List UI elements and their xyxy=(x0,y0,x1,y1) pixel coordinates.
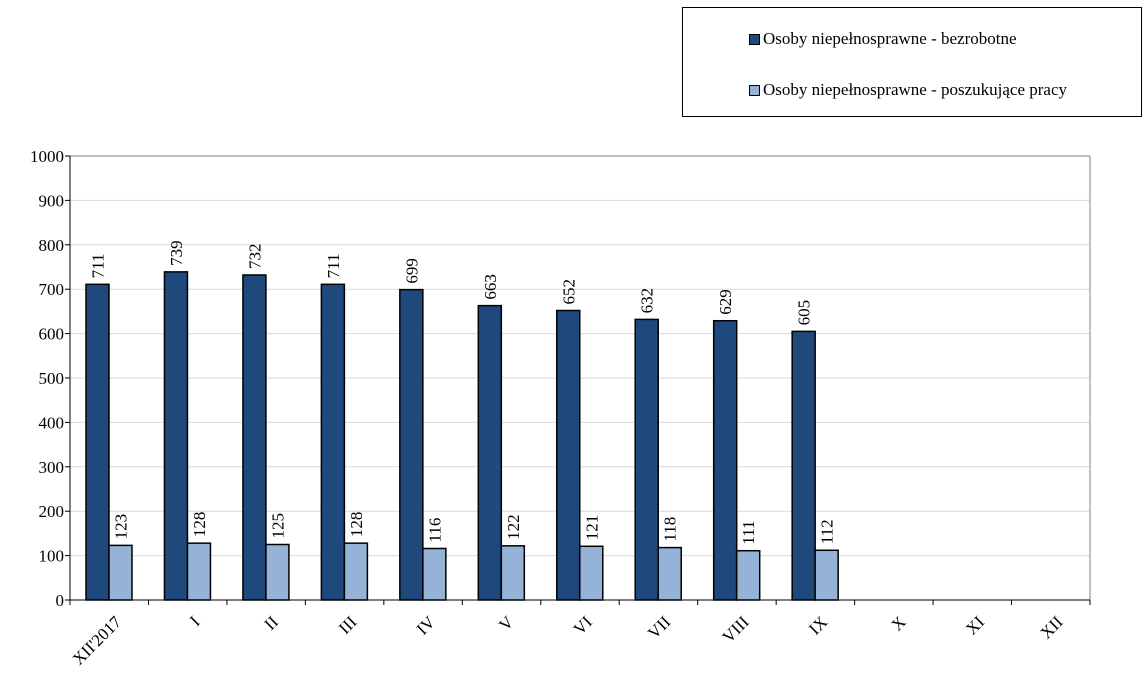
data-label: 732 xyxy=(245,243,264,269)
bar-poszukujace xyxy=(579,545,604,601)
x-tick-label: II xyxy=(261,612,283,634)
data-label: 125 xyxy=(268,513,287,539)
y-tick-label: 100 xyxy=(39,547,65,566)
bar-bezrobotne xyxy=(242,274,267,601)
data-label: 711 xyxy=(324,253,343,278)
x-tick-label: V xyxy=(495,612,518,635)
data-label: 632 xyxy=(638,288,657,314)
y-tick-label: 500 xyxy=(39,369,65,388)
x-tick-label: I xyxy=(186,612,204,630)
x-tick-label: XI xyxy=(962,612,988,638)
data-label: 118 xyxy=(661,517,680,542)
x-tick-label: VII xyxy=(644,612,674,642)
bar-poszukujace xyxy=(814,549,839,601)
data-label: 605 xyxy=(795,300,814,326)
legend-label-poszukujace: Osoby niepełnosprawne - poszukujące prac… xyxy=(763,80,1068,99)
x-tick-label: VIII xyxy=(719,612,753,646)
x-tick-label: III xyxy=(335,612,361,638)
bar-poszukujace xyxy=(500,545,526,601)
data-label: 739 xyxy=(167,240,186,266)
legend: Osoby niepełnosprawne - bezrobotne Osoby… xyxy=(682,7,1142,117)
bar-bezrobotne xyxy=(791,330,816,601)
data-label: 116 xyxy=(425,518,444,543)
x-tick-label: X xyxy=(888,612,910,634)
data-label: 112 xyxy=(818,519,837,544)
legend-item-bezrobotne: Osoby niepełnosprawne - bezrobotne xyxy=(749,29,1017,49)
data-label: 123 xyxy=(112,514,131,540)
bar-bezrobotne xyxy=(85,283,110,601)
data-label: 122 xyxy=(504,514,523,540)
bar-bezrobotne xyxy=(399,288,424,601)
data-label: 128 xyxy=(190,512,209,538)
y-tick-label: 700 xyxy=(39,280,65,299)
data-label: 121 xyxy=(582,515,601,541)
x-tick-label: IV xyxy=(413,612,440,639)
y-tick-label: 400 xyxy=(39,413,65,432)
y-tick-label: 1000 xyxy=(30,147,64,166)
data-label: 629 xyxy=(716,289,735,315)
bar-poszukujace xyxy=(343,542,369,601)
legend-label-bezrobotne: Osoby niepełnosprawne - bezrobotne xyxy=(763,29,1017,48)
bar-poszukujace xyxy=(735,549,761,601)
legend-item-poszukujace: Osoby niepełnosprawne - poszukujące prac… xyxy=(749,80,1067,100)
data-label: 652 xyxy=(559,279,578,305)
x-tick-label: XII xyxy=(1036,612,1066,642)
y-tick-label: 600 xyxy=(39,325,65,344)
bar-poszukujace xyxy=(265,543,290,601)
data-label: 111 xyxy=(739,520,758,544)
bar-bezrobotne xyxy=(320,283,346,601)
data-label: 711 xyxy=(89,253,108,278)
legend-swatch-poszukujace xyxy=(749,84,760,96)
bar-poszukujace xyxy=(108,544,133,601)
bar-poszukujace xyxy=(657,546,682,601)
data-label: 128 xyxy=(347,512,366,538)
data-label: 699 xyxy=(402,258,421,284)
x-tick-label: IX xyxy=(805,612,831,638)
bar-bezrobotne xyxy=(477,304,503,601)
bar-poszukujace xyxy=(186,542,212,601)
y-tick-label: 900 xyxy=(39,191,65,210)
y-tick-label: 300 xyxy=(39,458,65,477)
y-tick-label: 0 xyxy=(56,591,65,610)
y-tick-label: 800 xyxy=(39,236,65,255)
bar-bezrobotne xyxy=(634,318,659,601)
bar-bezrobotne xyxy=(163,271,189,601)
legend-swatch-bezrobotne xyxy=(749,33,760,45)
x-tick-label: XII'2017 xyxy=(69,612,126,669)
bar-bezrobotne xyxy=(556,309,581,601)
y-tick-label: 200 xyxy=(39,502,65,521)
x-tick-label: VI xyxy=(570,612,596,638)
bar-poszukujace xyxy=(422,547,447,601)
data-label: 663 xyxy=(481,274,500,300)
bar-bezrobotne xyxy=(712,319,738,601)
